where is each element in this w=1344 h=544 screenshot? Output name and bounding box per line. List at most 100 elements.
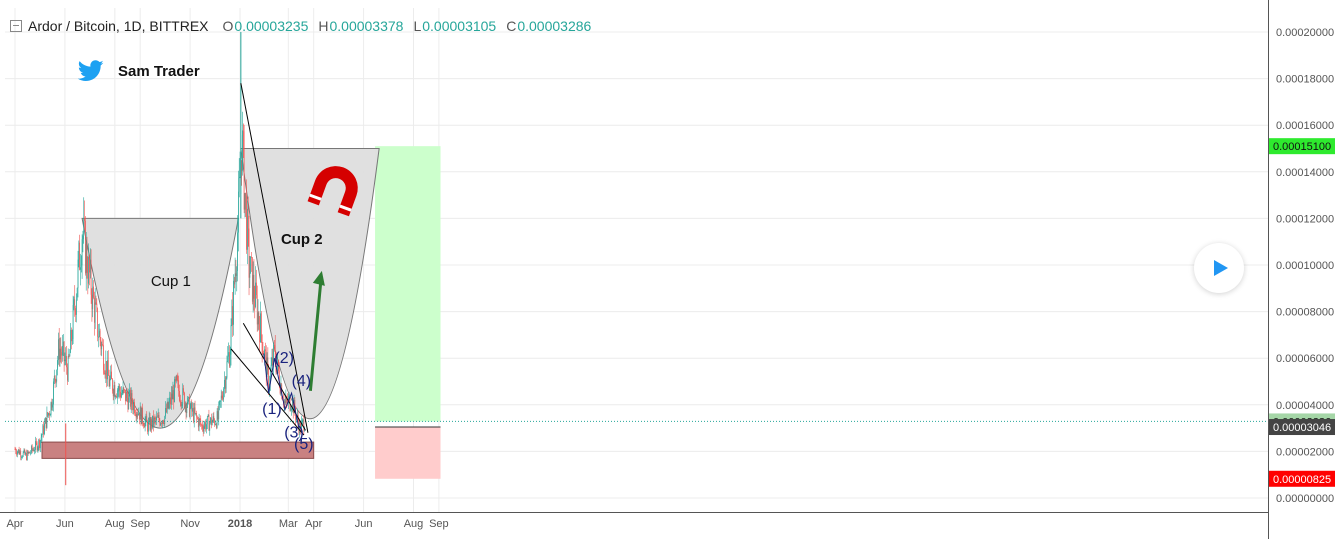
candle-body [71, 329, 72, 342]
candle-body [79, 242, 80, 270]
candle-body [136, 413, 138, 418]
candle-body [223, 388, 225, 400]
play-icon [1214, 260, 1228, 276]
candle-body [72, 305, 74, 340]
candle-body [152, 415, 154, 426]
candle [229, 345, 230, 369]
candle-body [133, 402, 135, 411]
candle-body [26, 451, 28, 460]
candle-body [227, 356, 229, 362]
candle-body [45, 418, 47, 428]
play-button[interactable] [1194, 243, 1244, 293]
candle-body [210, 417, 211, 423]
magnet-body [307, 166, 358, 217]
candle-body [292, 399, 294, 414]
candle [152, 410, 154, 432]
candle-body [86, 244, 88, 273]
candle [201, 423, 202, 430]
candle [116, 388, 118, 404]
candle-body [148, 421, 149, 432]
candle [150, 417, 152, 432]
candle [219, 400, 220, 411]
candle-body [232, 306, 234, 325]
candle [93, 280, 94, 300]
candle [155, 416, 157, 426]
candle [256, 285, 258, 332]
candle-body [269, 369, 271, 384]
candle-body [211, 421, 213, 426]
candle [269, 367, 271, 391]
symbol-title: Ardor / Bitcoin, 1D, BITTREX [28, 18, 209, 34]
candle-body [249, 273, 251, 278]
candle [188, 396, 189, 405]
candle-body [251, 256, 252, 258]
candle [148, 411, 150, 423]
cup-2-label: Cup 2 [281, 231, 323, 248]
low-label: L [413, 18, 422, 34]
candle [107, 350, 108, 387]
candle [235, 259, 237, 283]
candle-body [195, 413, 197, 415]
candle-body [213, 416, 215, 420]
candle-body [58, 339, 60, 360]
candle-body [259, 324, 261, 343]
candle-body [209, 422, 211, 431]
candle [189, 403, 191, 420]
candle-body [134, 402, 135, 414]
candle-body [238, 191, 239, 233]
candle [202, 424, 204, 437]
price-tick-label: 0.00016000 [1276, 120, 1334, 132]
candle [82, 230, 84, 253]
candle-body [49, 413, 50, 416]
candle [254, 285, 256, 319]
candle-body [166, 408, 167, 413]
candle [53, 369, 55, 385]
candle [31, 444, 32, 455]
candle-body [23, 449, 25, 453]
candle-body [111, 371, 112, 380]
candle-body [121, 393, 122, 398]
price-tick-label: 0.00000000 [1276, 493, 1334, 505]
candle [193, 402, 194, 424]
candle [106, 360, 107, 388]
candle [21, 455, 22, 461]
candle-body [164, 416, 166, 425]
candle [143, 422, 145, 428]
symbol-legend[interactable]: Ardor / Bitcoin, 1D, BITTREX O 0.0000323… [10, 18, 591, 34]
candle [44, 416, 46, 424]
candle-body [127, 397, 129, 410]
candle-body [113, 385, 115, 397]
candle-body [190, 402, 192, 408]
candle [175, 376, 176, 388]
candle-body [260, 313, 262, 336]
candle [302, 419, 304, 425]
price-axis[interactable]: 0.00020000 0.00018000 0.00016000 0.00014000… [1268, 0, 1336, 539]
candle-body [30, 452, 31, 454]
candle [288, 392, 290, 403]
candle-body [250, 256, 252, 274]
candle-body [17, 449, 19, 452]
candle-body [94, 297, 95, 323]
candle-body [89, 259, 91, 273]
candle [140, 405, 142, 426]
time-axis[interactable]: Apr Jun Aug Sep Nov 2018 Mar Apr Jun Aug Sep [0, 512, 1268, 531]
candle-body [177, 380, 179, 382]
candle [138, 407, 139, 416]
candle-body [176, 375, 178, 381]
candle [165, 401, 166, 419]
candle [233, 276, 235, 289]
candle [14, 446, 16, 451]
candle-body [297, 414, 299, 423]
candle-body [41, 434, 43, 438]
candle-body [50, 402, 52, 415]
candle [89, 248, 91, 279]
candle [284, 394, 286, 409]
collapse-legend-icon[interactable] [10, 20, 22, 32]
candle [16, 449, 17, 457]
candle-body [35, 441, 37, 443]
candle-body [89, 257, 90, 273]
candle-body [277, 360, 279, 366]
candle-body [261, 335, 263, 353]
